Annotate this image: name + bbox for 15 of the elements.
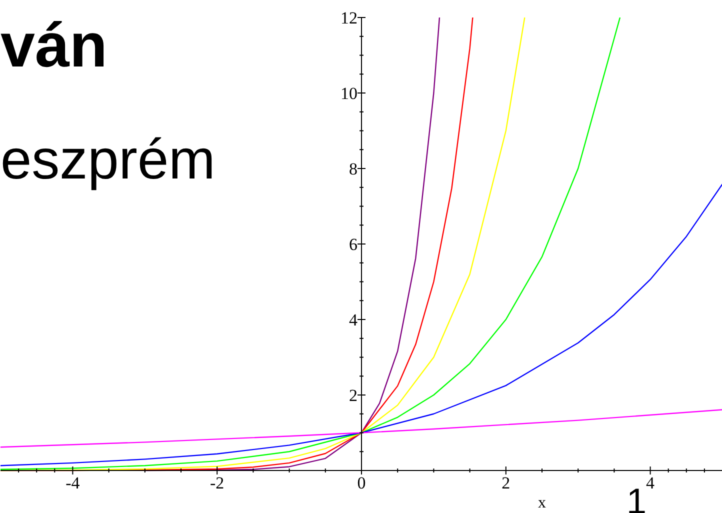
y-tick-label: 10 [340,84,358,103]
x-tick-label: -4 [66,474,80,492]
x-tick-label: 2 [502,474,510,492]
annotation: eszprém [0,128,216,190]
y-tick-label: 4 [349,310,358,330]
y-tick-label: 6 [349,235,358,254]
x-tick-label: 4 [646,474,656,492]
annotation: ván [0,12,108,80]
y-tick-label: 12 [340,8,358,28]
line-series [0,409,722,448]
y-tick-label: 8 [349,160,358,178]
x-axis-title: x [538,494,546,512]
x-tick-label: 0 [357,474,366,492]
x-tick-label: -2 [210,474,224,492]
y-tick-label: 2 [349,386,358,405]
